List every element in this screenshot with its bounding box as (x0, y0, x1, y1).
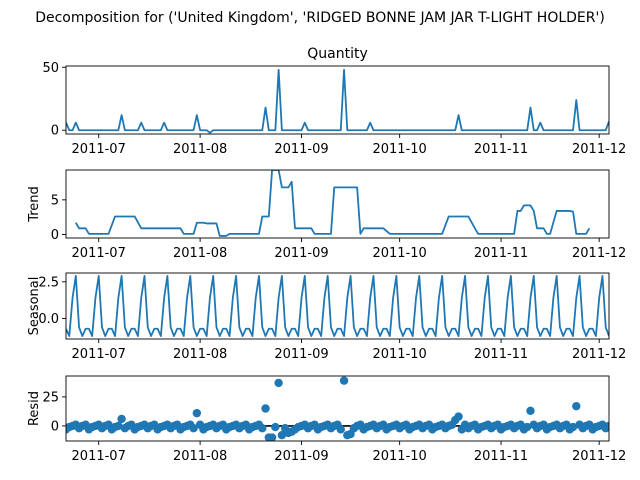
x-tick-label: 2011-07 (72, 246, 126, 261)
resid-point (271, 422, 280, 432)
y-axis-label: Resid (27, 391, 42, 426)
x-tick-label: 2011-07 (72, 347, 126, 362)
plot-area (66, 376, 609, 441)
x-tick-label: 2011-07 (72, 142, 126, 157)
resid-point (261, 404, 270, 413)
subplot-3: 2011-07 2011-08 2011-09 2011-10 2011-11 2011-… (27, 272, 626, 362)
x-tick-label: 2011-08 (173, 246, 227, 261)
y-tick-label: 25 (42, 390, 59, 405)
y-tick-label: 0 (51, 419, 59, 434)
y-tick-label: 2.5 (38, 275, 59, 290)
resid-point (114, 421, 123, 431)
x-tick-label: 2011-11 (474, 246, 528, 261)
resid-point (523, 422, 532, 432)
x-tick-label: 2011-11 (474, 142, 528, 157)
resid-point (604, 421, 609, 431)
series-line (75, 170, 591, 237)
resid-point (277, 430, 287, 440)
series-line (66, 275, 609, 337)
resid-point (192, 408, 202, 418)
x-tick-label: 2011-07 (72, 449, 126, 464)
plot-area (75, 170, 591, 237)
x-tick-label: 2011-11 (474, 449, 528, 464)
x-tick-label: 2011-12 (572, 449, 626, 464)
y-tick-label: 0 (51, 124, 59, 139)
resid-point (568, 422, 578, 432)
subplot-title: Quantity (307, 46, 368, 62)
x-tick-label: 2011-09 (274, 142, 328, 157)
y-tick-label: 0 (51, 228, 59, 243)
resid-point (267, 433, 277, 441)
figure-title: Decomposition for ('United Kingdom', 'RI… (35, 10, 605, 26)
resid-point (189, 424, 198, 433)
resid-point (258, 424, 267, 433)
x-tick-label: 2011-10 (372, 246, 426, 261)
x-tick-label: 2011-12 (572, 142, 626, 157)
resid-point (336, 425, 345, 434)
x-tick-label: 2011-10 (372, 142, 426, 157)
y-tick-label: 50 (42, 61, 59, 76)
subplot-2: 2011-07 2011-08 2011-09 2011-10 2011-11 2011-… (27, 169, 626, 261)
resid-point (117, 414, 126, 424)
x-tick-label: 2011-10 (372, 449, 426, 464)
x-tick-label: 2011-10 (372, 347, 426, 362)
resid-point (572, 401, 581, 411)
subplot-1: 2011-07 2011-08 2011-09 2011-10 2011-11 2011-… (42, 46, 626, 157)
x-tick-label: 2011-12 (572, 246, 626, 261)
y-tick-label: 5 (51, 193, 59, 208)
x-tick-label: 2011-12 (572, 347, 626, 362)
x-tick-label: 2011-09 (274, 347, 328, 362)
axes-frame (65, 272, 610, 340)
subplot-4: 2011-07 2011-08 2011-09 2011-10 2011-11 2011-… (27, 375, 626, 464)
resid-point (274, 378, 283, 388)
y-axis-label: Seasonal (27, 277, 42, 336)
resid-point (454, 412, 463, 421)
axes-frame (65, 65, 610, 135)
x-tick-label: 2011-09 (274, 449, 328, 464)
x-tick-label: 2011-08 (173, 347, 227, 362)
resid-point (526, 406, 535, 416)
series-line (66, 68, 609, 134)
y-axis-label: Trend (27, 186, 42, 223)
plot-area (66, 68, 609, 134)
x-tick-label: 2011-09 (274, 246, 328, 261)
axes-frame (65, 169, 610, 239)
plot-area (66, 275, 609, 337)
y-tick-label: 0.0 (38, 312, 59, 327)
resid-point (339, 376, 349, 385)
x-tick-label: 2011-08 (173, 449, 227, 464)
x-tick-label: 2011-11 (474, 347, 528, 362)
x-tick-label: 2011-08 (173, 142, 227, 157)
axes-frame (65, 375, 610, 442)
